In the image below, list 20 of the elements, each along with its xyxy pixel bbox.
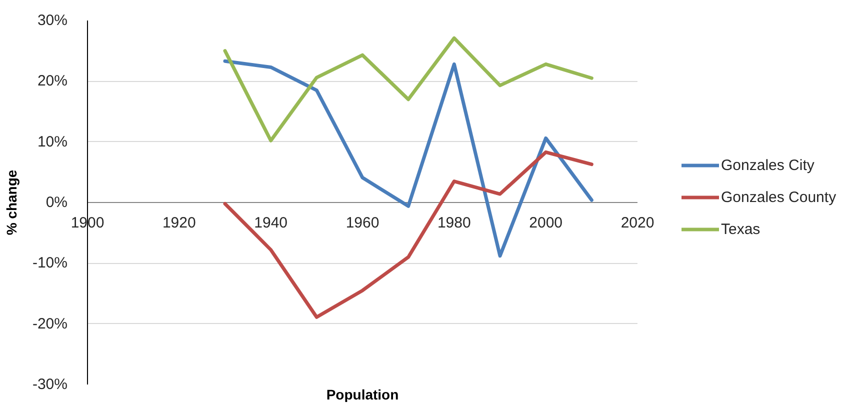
x-tick-label: 1920 bbox=[162, 214, 196, 232]
line-series bbox=[223, 36, 594, 142]
y-tick-label: 10% bbox=[37, 133, 68, 150]
y-tick-label: -30% bbox=[32, 376, 68, 393]
y-tick-label: 0% bbox=[46, 194, 68, 211]
y-axis-title: % change bbox=[3, 170, 20, 236]
line-series bbox=[223, 150, 594, 319]
x-tick-label: 2000 bbox=[529, 214, 563, 232]
line-series bbox=[223, 59, 594, 258]
y-tick-label: 20% bbox=[37, 72, 68, 90]
x-tick-label: 1980 bbox=[437, 214, 471, 232]
y-tick-label: -20% bbox=[32, 315, 68, 332]
x-tick-label: 1940 bbox=[254, 214, 288, 232]
y-tick-label: -10% bbox=[32, 254, 68, 272]
legend-label: Gonzales City bbox=[721, 156, 814, 174]
y-tick-label: 30% bbox=[37, 12, 68, 29]
x-tick-label: 1960 bbox=[346, 214, 380, 232]
legend-label: Texas bbox=[721, 220, 760, 238]
legend-label: Gonzales County bbox=[721, 188, 836, 206]
x-tick-label: 2020 bbox=[620, 214, 654, 232]
